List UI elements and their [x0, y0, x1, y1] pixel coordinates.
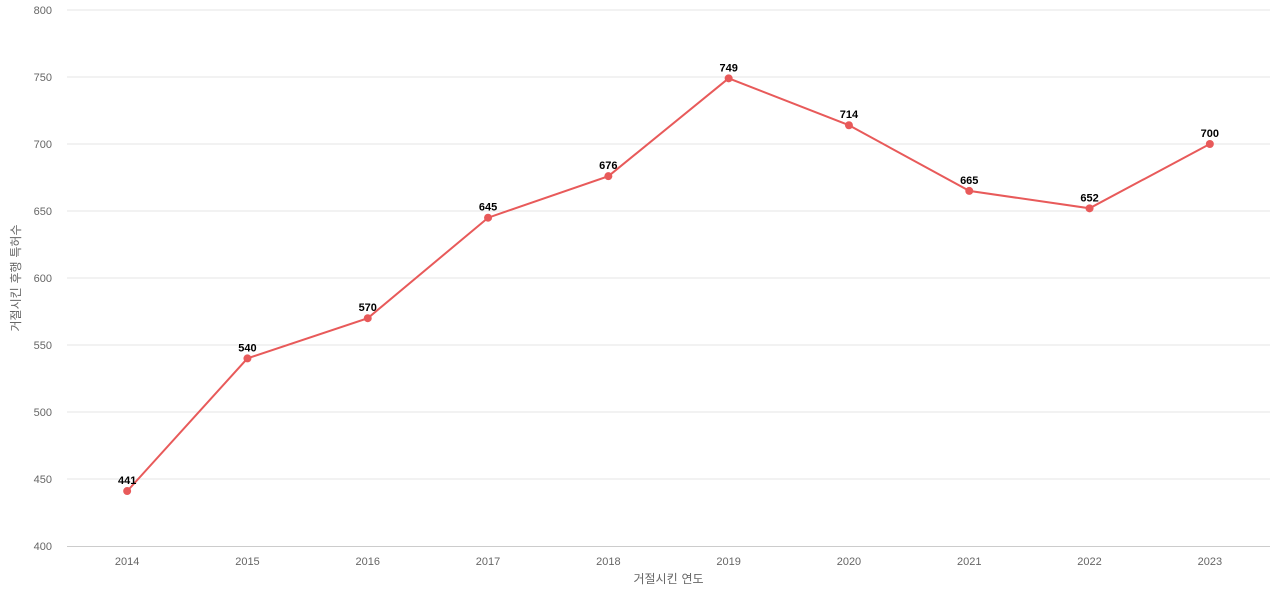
y-tick-label: 600: [34, 273, 52, 285]
y-axis: 400 450 500 550 600 650 700 750 800: [34, 5, 52, 553]
x-tick-label: 2016: [356, 556, 380, 568]
data-label: 570: [359, 302, 377, 314]
x-tick-label: 2020: [837, 556, 861, 568]
data-label: 652: [1080, 192, 1098, 204]
y-tick-label: 450: [34, 474, 52, 486]
series-layer: [123, 74, 1214, 496]
x-tick-label: 2015: [235, 556, 259, 568]
data-labels-layer: 441 540 570 645 676 749 714 665 652 700: [118, 62, 1219, 487]
data-label: 714: [840, 109, 859, 121]
series-line: [126, 77, 1211, 492]
data-point[interactable]: [604, 172, 613, 181]
data-label: 749: [719, 62, 737, 74]
y-tick-label: 400: [34, 541, 52, 553]
x-tick-label: 2018: [596, 556, 620, 568]
x-axis-title: 거절시킨 연도: [633, 572, 703, 586]
x-tick-label: 2022: [1077, 556, 1101, 568]
data-point[interactable]: [844, 121, 853, 130]
data-label: 676: [599, 160, 617, 172]
x-tick-label: 2021: [957, 556, 981, 568]
x-tick-label: 2019: [716, 556, 740, 568]
data-label: 540: [238, 342, 256, 354]
data-label: 665: [960, 175, 978, 187]
data-point[interactable]: [965, 186, 974, 195]
y-tick-label: 800: [34, 5, 52, 17]
data-point[interactable]: [243, 354, 252, 363]
data-point[interactable]: [1205, 140, 1214, 148]
y-tick-label: 500: [34, 407, 52, 419]
y-tick-label: 750: [34, 72, 52, 84]
x-tick-label: 2023: [1198, 556, 1222, 568]
grid-layer: [67, 9, 1270, 480]
data-point[interactable]: [724, 74, 733, 83]
data-point[interactable]: [1085, 204, 1094, 213]
data-label: 645: [479, 202, 497, 214]
data-label: 441: [118, 475, 136, 487]
y-axis-title: 거절시킨 후행 특허수: [8, 225, 23, 332]
x-tick-label: 2014: [115, 556, 139, 568]
y-tick-label: 700: [34, 139, 52, 151]
x-tick-label: 2017: [476, 556, 500, 568]
y-tick-label: 550: [34, 340, 52, 352]
x-axis: 2014 2015 2016 2017 2018 2019 2020 2021 2022 2023: [115, 556, 1222, 568]
y-tick-label: 650: [34, 206, 52, 218]
data-label: 700: [1201, 128, 1219, 140]
data-point[interactable]: [363, 314, 372, 323]
data-point[interactable]: [123, 487, 132, 496]
data-point[interactable]: [484, 213, 493, 222]
